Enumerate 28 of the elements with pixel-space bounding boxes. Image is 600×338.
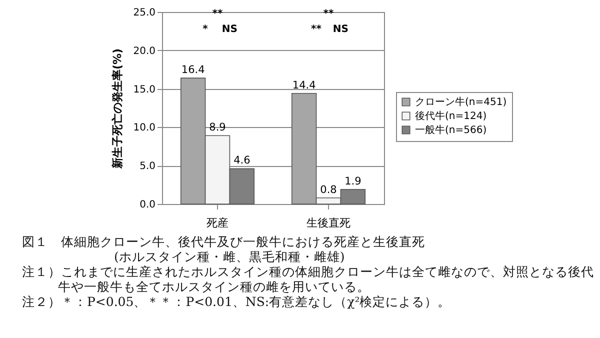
data-label: 14.4 <box>292 79 316 92</box>
text: 図１ 体細胞クローン牛、後代牛及び一般牛における死産と生後直死 <box>22 234 426 249</box>
data-label: 16.4 <box>181 64 206 76</box>
y-tick-label: 5.0 <box>140 161 156 172</box>
data-label: 8.9 <box>209 122 226 134</box>
data-label: 4.6 <box>234 154 251 167</box>
annotation: * <box>202 24 209 36</box>
y-tick-label: 20.0 <box>133 46 156 57</box>
y-axis-title: 新生子死亡の発生率(%) <box>111 48 124 170</box>
annotation: ** <box>311 24 322 36</box>
x-tick-label: 生後直死 <box>306 216 350 230</box>
annotation: ** <box>212 8 224 20</box>
text: (ホルスタイン種・雌、黒毛和種・雌雄) <box>113 249 346 264</box>
y-tick-label: 10.0 <box>133 122 156 134</box>
legend-label: 後代牛(n=124) <box>415 110 487 122</box>
annotation: NS <box>222 24 238 36</box>
text: 注２）＊：P<0.05、＊＊：P<0.01、NS:有意差なし（χ²検定による）。 <box>22 294 452 309</box>
legend-label: クローン牛(n=451) <box>415 96 507 108</box>
data-label: 1.9 <box>344 175 362 188</box>
y-tick-label: 0.0 <box>140 200 156 210</box>
y-tick-label: 25.0 <box>133 8 156 18</box>
legend-label: 一般牛(n=566) <box>415 124 487 136</box>
annotation: NS <box>332 24 348 36</box>
text: 注１）これまでに生産されたホルスタイン種の体細胞クローン牛は全て雌なので、対照となる後代牛や一般牛も全てホルスタイン種の雌を用いている。 <box>22 264 594 294</box>
y-tick-label: 15.0 <box>133 84 156 96</box>
x-tick-label: 死産 <box>206 216 228 230</box>
annotation: ** <box>323 8 334 20</box>
data-label: 0.8 <box>320 184 337 196</box>
